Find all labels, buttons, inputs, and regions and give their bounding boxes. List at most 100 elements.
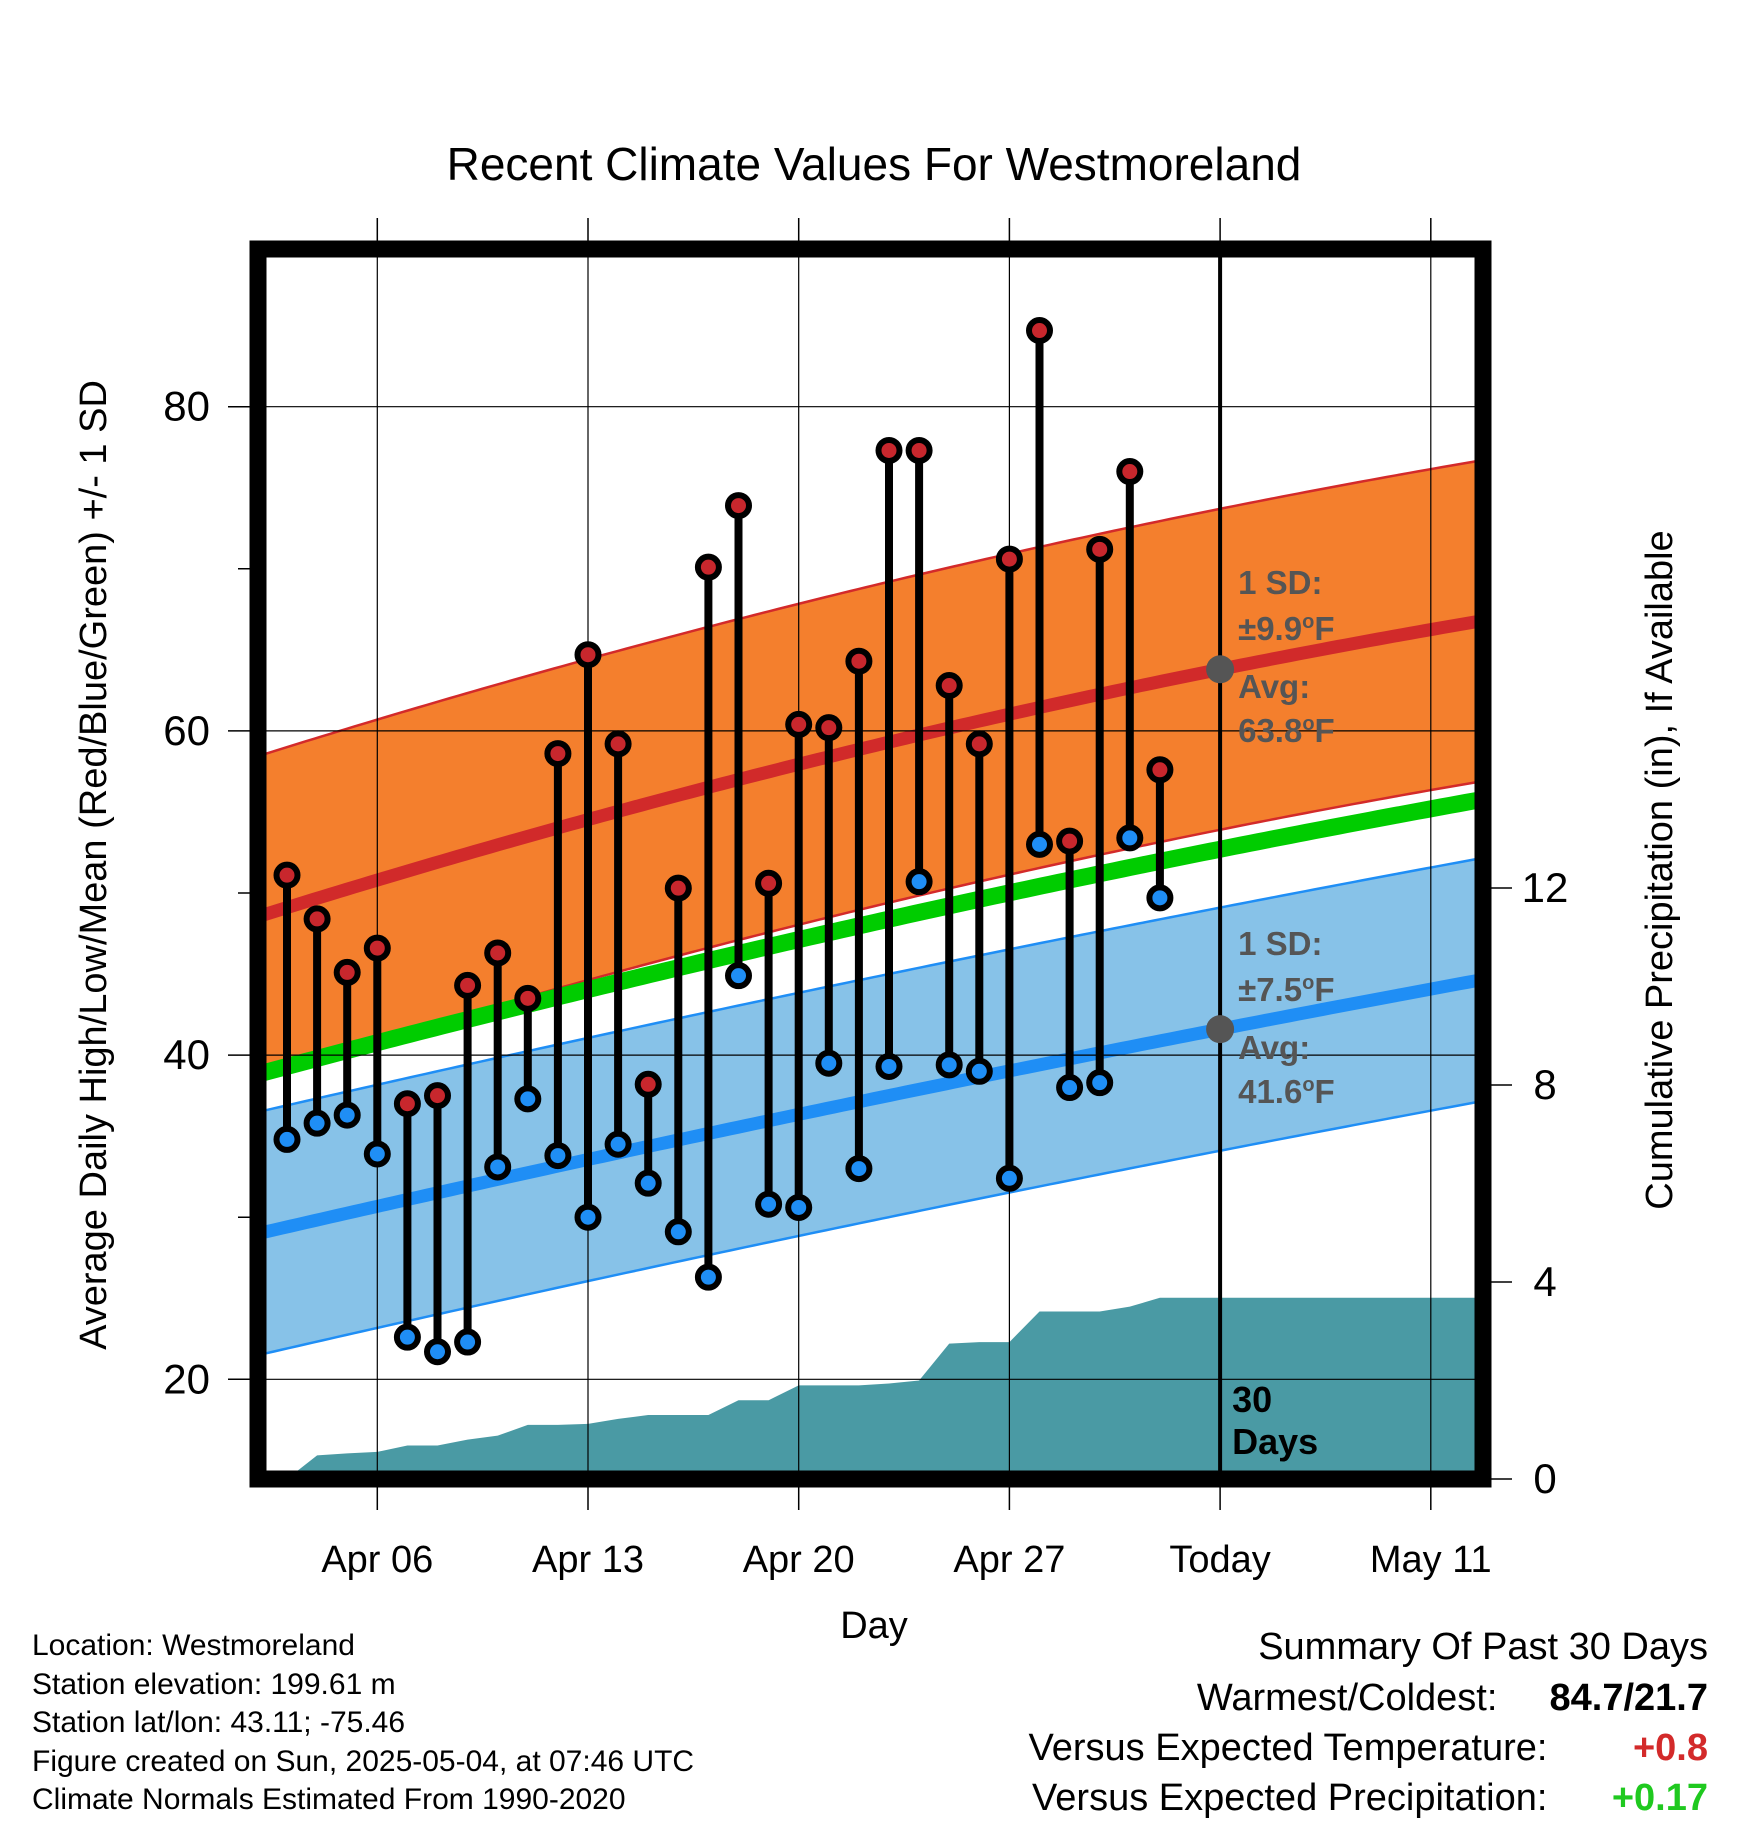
low-annotation-avg-label: Avg: xyxy=(1238,1029,1310,1066)
daily-high-point xyxy=(995,545,1023,573)
x-tick-label: Apr 27 xyxy=(953,1539,1065,1581)
low-sd-band xyxy=(258,858,1482,1356)
daily-high-point xyxy=(634,1070,662,1098)
high-annotation-sd-value: ±9.9oF xyxy=(1238,610,1334,647)
daily-high-point xyxy=(664,874,692,902)
x-tick-label: Today xyxy=(1169,1539,1270,1581)
normal-low-line xyxy=(258,973,1483,1240)
x-tick-label: Apr 06 xyxy=(321,1539,433,1581)
y2-axis-label: Cumulative Precipitation (in), If Availa… xyxy=(1639,530,1681,1209)
y2-tick-label: 8 xyxy=(1533,1061,1556,1108)
daily-high-point xyxy=(755,869,783,897)
normal-high-line xyxy=(258,614,1483,923)
plot-clip-group xyxy=(258,249,1483,1479)
daily-low-point xyxy=(815,1049,843,1077)
daily-high-point xyxy=(333,958,361,986)
daily-high-point xyxy=(935,672,963,700)
daily-high-point xyxy=(514,984,542,1012)
daily-low-point xyxy=(965,1057,993,1085)
daily-high-point xyxy=(785,710,813,738)
daily-low-point xyxy=(755,1190,783,1218)
daily-high-point xyxy=(544,740,572,768)
daily-high-point xyxy=(875,436,903,464)
low-sd-upper-line xyxy=(258,856,1483,1114)
daily-low-point xyxy=(905,868,933,896)
daily-high-point xyxy=(1146,756,1174,784)
high-sd-upper-line xyxy=(258,459,1483,758)
daily-low-point xyxy=(1146,884,1174,912)
y2-tick-label: 0 xyxy=(1533,1455,1556,1502)
daily-high-point xyxy=(424,1082,451,1110)
daily-high-point xyxy=(725,492,752,520)
y-tick-label: 60 xyxy=(163,707,210,754)
daily-low-point xyxy=(664,1218,692,1246)
daily-high-point xyxy=(845,647,873,675)
summary-panel: Summary Of Past 30 Days Warmest/Coldest:… xyxy=(1029,1621,1708,1823)
daily-low-point xyxy=(1026,830,1053,858)
daily-low-point xyxy=(845,1155,873,1183)
days-window-label-line1: 30 xyxy=(1232,1379,1272,1420)
daily-low-point xyxy=(273,1125,301,1153)
daily-low-point xyxy=(1056,1074,1084,1102)
normal-low-avg-marker xyxy=(1206,1015,1235,1044)
high-annotation-sd-label: 1 SD: xyxy=(1238,564,1322,601)
daily-high-point xyxy=(1026,317,1053,345)
daily-low-point xyxy=(725,962,752,990)
y-tick-label: 40 xyxy=(163,1031,210,1078)
station-info: Location: Westmoreland Station elevation… xyxy=(32,1627,694,1820)
location-text: Location: Westmoreland xyxy=(32,1629,355,1662)
x-axis-label: Day xyxy=(840,1605,908,1647)
days-window-label-line2: Days xyxy=(1232,1421,1318,1462)
daily-low-point xyxy=(514,1085,542,1113)
daily-high-point xyxy=(454,971,482,999)
low-annotation-sd-value: ±7.5oF xyxy=(1238,971,1334,1008)
x-tick-label: Apr 20 xyxy=(743,1539,855,1581)
y2-tick-label: 4 xyxy=(1533,1258,1556,1305)
precip-area xyxy=(287,1297,1483,1479)
created-text: Figure created on Sun, 2025-05-04, at 07… xyxy=(32,1744,695,1778)
chart-title: Recent Climate Values For Westmoreland xyxy=(447,138,1302,190)
x-tick-label: Apr 13 xyxy=(532,1539,644,1581)
daily-high-point xyxy=(574,641,602,669)
daily-low-point xyxy=(303,1109,331,1137)
latlon-text: Station lat/lon: 43.11; -75.46 xyxy=(32,1706,406,1739)
precip-departure-label: Versus Expected Precipitation: xyxy=(1032,1777,1548,1819)
plot-area: 1 SD: ±9.9oF Avg: 63.8oF 1 SD: ±7.5oF Avg: 41.6… xyxy=(163,218,1568,1581)
low-annotation-avg-value: 41.6oF xyxy=(1238,1073,1335,1110)
normals-text: Climate Normals Estimated From 1990-2020 xyxy=(32,1783,626,1816)
daily-low-point xyxy=(544,1142,572,1170)
daily-low-point xyxy=(1116,824,1144,852)
temp-departure-value: +0.8 xyxy=(1632,1727,1708,1769)
plot-frame xyxy=(249,240,1492,1488)
daily-low-point xyxy=(363,1140,391,1168)
daily-low-point xyxy=(574,1203,602,1231)
daily-high-point xyxy=(303,905,331,933)
daily-high-point xyxy=(905,436,933,464)
daily-low-point xyxy=(1086,1069,1114,1097)
daily-high-point xyxy=(694,553,722,581)
daily-low-point xyxy=(424,1338,451,1366)
daily-low-point xyxy=(393,1323,421,1351)
daily-high-point xyxy=(604,730,632,758)
daily-high-point xyxy=(965,730,993,758)
daily-low-point xyxy=(694,1263,722,1291)
low-sd-lower-line xyxy=(258,1099,1483,1357)
warmest-coldest-row: Warmest/Coldest: 84.7/21.7 xyxy=(1029,1673,1708,1723)
daily-high-point xyxy=(393,1090,421,1118)
temp-departure-row: Versus Expected Temperature: +0.8 xyxy=(1029,1723,1708,1773)
temp-departure-label: Versus Expected Temperature: xyxy=(1028,1727,1548,1769)
daily-low-point xyxy=(935,1051,963,1079)
daily-low-point xyxy=(604,1130,632,1158)
elevation-text: Station elevation: 199.61 m xyxy=(32,1667,396,1701)
high-annotation-avg-label: Avg: xyxy=(1238,668,1310,705)
daily-high-point xyxy=(1056,827,1084,855)
warmest-coldest-value: 84.7/21.7 xyxy=(1549,1677,1708,1719)
high-annotation-avg-value: 63.8oF xyxy=(1238,712,1335,749)
warmest-coldest-label: Warmest/Coldest: xyxy=(1196,1677,1498,1719)
high-sd-band xyxy=(258,460,1482,1078)
daily-low-point xyxy=(634,1169,662,1197)
x-tick-label: May 11 xyxy=(1370,1539,1492,1581)
precip-departure-value: +0.17 xyxy=(1611,1777,1708,1819)
daily-high-point xyxy=(363,934,391,962)
